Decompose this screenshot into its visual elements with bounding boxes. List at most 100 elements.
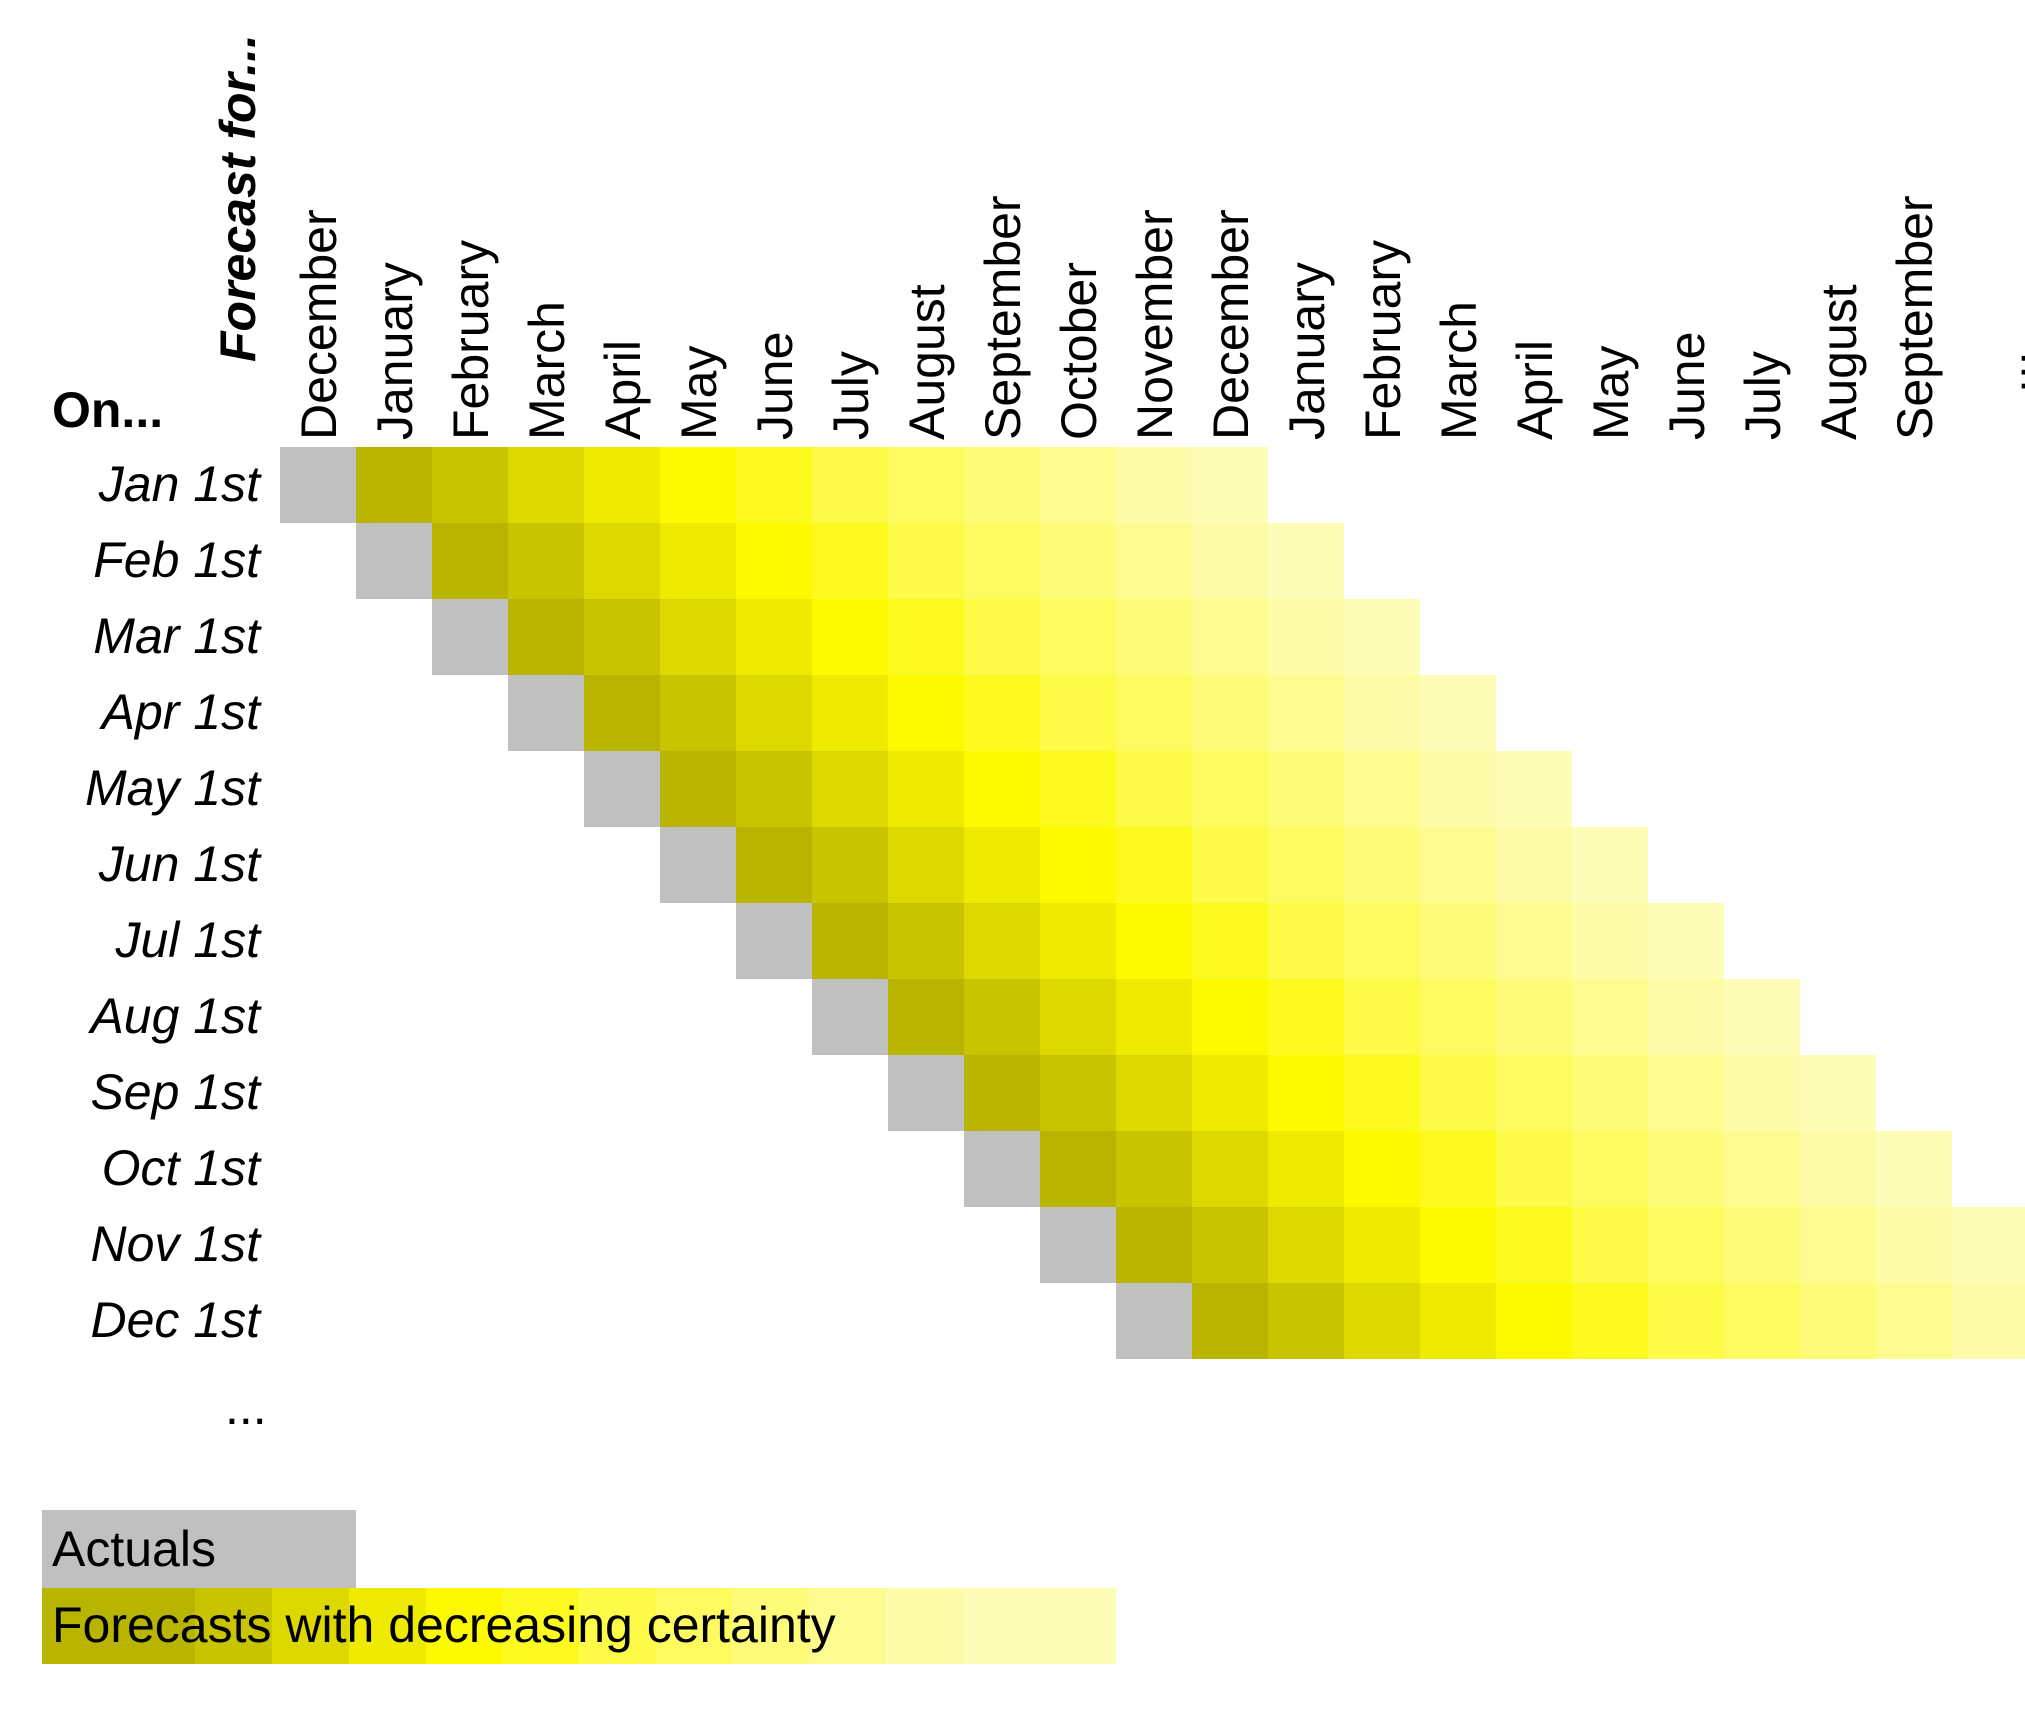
row-label: Mar 1st [93,608,260,664]
column-axis-title: Forecast for... [210,34,266,362]
forecast-cell [888,903,964,979]
forecast-cell [736,675,812,751]
forecast-cell [508,599,584,675]
legend-gradient-segment [118,1588,196,1664]
column-label: August [1811,284,1867,440]
forecast-cell [1344,1131,1420,1207]
forecast-cell [1116,751,1192,827]
forecast-cell [1572,1055,1648,1131]
legend-gradient-segment [348,1588,426,1664]
forecast-cell [964,599,1040,675]
actual-cell [280,447,356,523]
forecast-cell [1800,1207,1876,1283]
forecast-cell [1420,1131,1496,1207]
actual-cell [888,1055,964,1131]
forecast-cell [1192,1283,1268,1359]
forecast-cell [584,675,660,751]
legend-gradient-segment [579,1588,656,1664]
forecast-cell [1724,1131,1800,1207]
column-label: June [747,331,803,440]
forecast-cell [1344,1207,1420,1283]
forecast-cell [1496,1207,1572,1283]
forecast-cell [1116,447,1192,523]
forecast-cell [1116,979,1192,1055]
forecast-cell [1648,1283,1724,1359]
forecast-cell [888,979,964,1055]
forecast-cell [1192,447,1268,523]
forecast-cell [964,903,1040,979]
forecast-cell [888,599,964,675]
forecast-cell [1040,675,1116,751]
forecast-cell [736,523,812,599]
legend-gradient-segment [809,1588,887,1664]
column-label: June [1659,331,1715,440]
column-label: December [1203,209,1259,440]
column-label: March [1431,301,1487,440]
forecast-cell [1876,1131,1952,1207]
forecast-cell [1116,599,1192,675]
row-label: Apr 1st [101,684,260,740]
forecast-cell [1724,1055,1800,1131]
forecast-cell [736,751,812,827]
forecast-cell [1344,675,1420,751]
column-label: January [1279,262,1335,440]
actual-cell [432,599,508,675]
column-label: December [291,209,347,440]
forecast-cell [1192,827,1268,903]
forecast-cell [508,447,584,523]
forecast-cell [1040,1055,1116,1131]
forecast-cell [1572,903,1648,979]
forecast-cell [736,827,812,903]
forecast-cell [1268,979,1344,1055]
forecast-cell [660,599,736,675]
legend-gradient-segment [732,1588,810,1664]
row-label: Aug 1st [90,988,260,1044]
forecast-cell [1496,827,1572,903]
actual-cell [1040,1207,1116,1283]
forecast-cell [584,447,660,523]
forecast-cell [1648,1131,1724,1207]
legend-forecast-label: Forecasts with decreasing certainty [52,1597,836,1653]
row-label: Nov 1st [90,1216,260,1272]
legend-gradient-segment [655,1588,733,1664]
forecast-cell [964,751,1040,827]
legend-gradient-segment [1039,1588,1117,1664]
forecast-cell [736,599,812,675]
forecast-cell [1040,751,1116,827]
column-label: January [367,262,423,440]
actual-cell [584,751,660,827]
column-label: May [1583,345,1639,440]
forecast-cell [1344,1055,1420,1131]
forecast-cell [1268,599,1344,675]
forecast-cell [660,751,736,827]
forecast-cell [584,599,660,675]
forecast-cell [1268,675,1344,751]
forecast-cell [1268,751,1344,827]
forecast-cell [1876,1283,1952,1359]
forecast-cell [1040,599,1116,675]
forecast-cell [736,447,812,523]
legend-gradient-segment [425,1588,503,1664]
forecast-cell [812,675,888,751]
legend-forecast-gradient [42,1588,1117,1664]
row-label: Feb 1st [93,532,260,588]
actual-cell [812,979,888,1055]
forecast-cell [1192,675,1268,751]
forecast-cell [1876,1207,1952,1283]
forecast-cell [1420,675,1496,751]
forecast-cell [964,1055,1040,1131]
forecast-cell [1496,751,1572,827]
forecast-cell [1344,599,1420,675]
forecast-cell [1268,827,1344,903]
forecast-cell [1040,523,1116,599]
forecast-cell [1800,1055,1876,1131]
forecast-cell [1268,1283,1344,1359]
row-axis-title: On... [52,382,164,438]
forecast-cell [888,827,964,903]
forecast-cell [812,447,888,523]
forecast-cell [1192,599,1268,675]
forecast-cell [1648,903,1724,979]
forecast-cell [1572,1207,1648,1283]
forecast-cell [1040,827,1116,903]
forecast-cell [1192,1055,1268,1131]
